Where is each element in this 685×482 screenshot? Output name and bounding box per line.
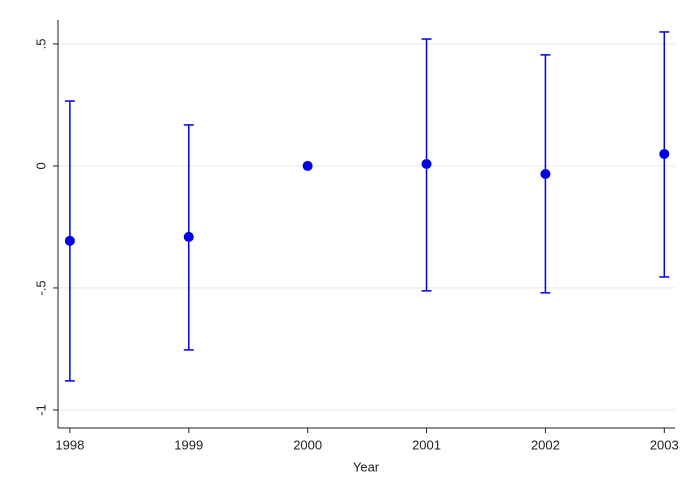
point xyxy=(659,148,670,159)
y-tick-label: 0 xyxy=(33,162,48,169)
x-tick-label: 2003 xyxy=(650,437,679,452)
x-tick-label: 2002 xyxy=(531,437,560,452)
y-tick-label: .5 xyxy=(33,38,48,49)
point xyxy=(421,158,432,169)
point xyxy=(64,235,75,246)
x-tick-label: 2001 xyxy=(412,437,441,452)
x-tick-label: 1998 xyxy=(55,437,84,452)
point xyxy=(183,231,194,242)
y-tick-label: -1 xyxy=(33,404,48,416)
point xyxy=(540,168,551,179)
x-tick-label: 2000 xyxy=(293,437,322,452)
x-axis-label: Year xyxy=(353,459,380,474)
x-tick-label: 1999 xyxy=(174,437,203,452)
y-tick-label: -.5 xyxy=(33,280,48,295)
point xyxy=(302,160,313,171)
